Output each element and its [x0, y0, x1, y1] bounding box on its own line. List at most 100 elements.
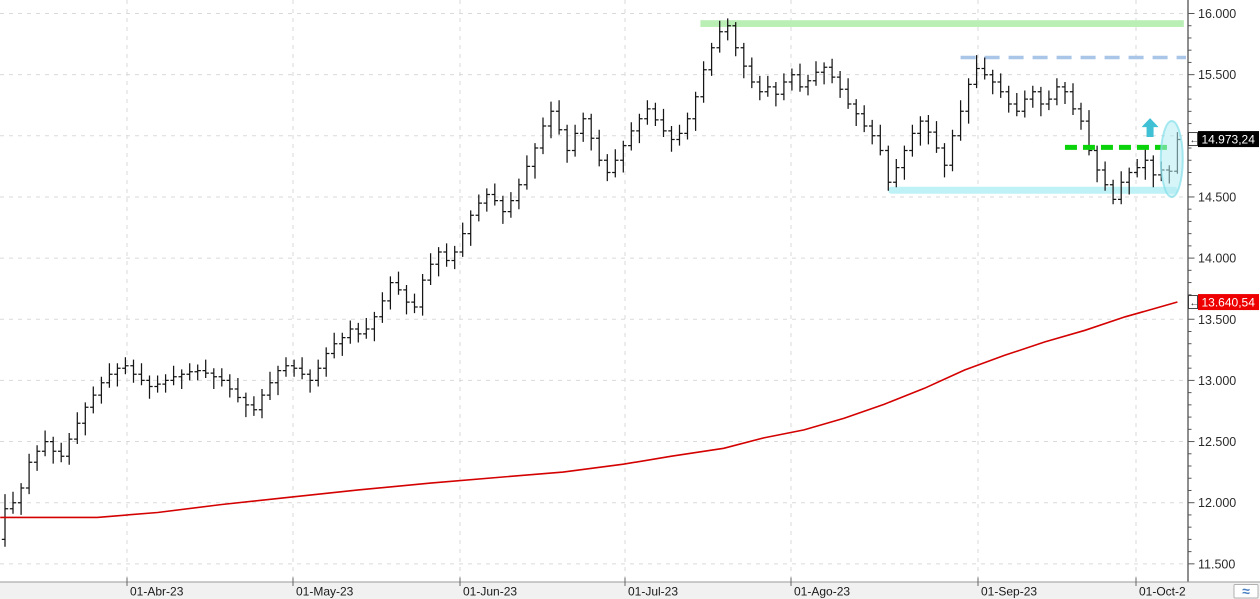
ohlc-bar: [459, 222, 466, 257]
ohlc-bar: [981, 57, 988, 80]
ohlc-bar: [668, 126, 675, 152]
ohlc-bar: [1142, 146, 1149, 180]
ohlc-bar: [965, 78, 972, 124]
ohlc-bar: [523, 155, 531, 190]
ohlc-bar: [957, 100, 964, 141]
ohlc-bar: [676, 124, 683, 146]
ohlc-bar: [403, 285, 410, 315]
ohlc-bar: [853, 99, 860, 126]
ohlc-bar: [298, 357, 306, 380]
ohlc-bar: [1126, 167, 1133, 195]
x-tick-label: 01-Ago-23: [794, 585, 850, 599]
ohlc-bar: [234, 378, 242, 403]
ohlc-bar: [106, 363, 113, 388]
ohlc-bar: [371, 311, 378, 342]
ohlc-bar: [756, 75, 763, 101]
x-tick-label: 01-Oct-2: [1139, 585, 1186, 599]
axis-pointer-icon: [1188, 132, 1198, 147]
ohlc-bar: [17, 483, 25, 515]
ohlc-bar: [1101, 161, 1109, 191]
y-tick-label: 14.000: [1198, 252, 1236, 266]
ohlc-bar: [419, 274, 426, 316]
ohlc-bar: [162, 374, 169, 393]
ohlc-bar: [1029, 85, 1036, 108]
y-tick-label: 13.500: [1198, 313, 1236, 327]
ohlc-bar: [1061, 82, 1069, 104]
ohlc-bar: [146, 375, 153, 399]
moving-average-line: [0, 301, 1178, 519]
ohlc-bar: [692, 91, 699, 131]
ohlc-bar: [339, 332, 346, 356]
ohlc-bar: [194, 364, 201, 381]
ohlc-bar: [1077, 102, 1085, 130]
ohlc-bar: [218, 368, 225, 387]
ohlc-bar: [90, 386, 97, 414]
ohlc-bar: [58, 442, 65, 463]
ohlc-bar: [122, 357, 129, 375]
ohlc-bar: [684, 112, 691, 140]
ohlc-bar: [114, 363, 121, 387]
y-tick-label: 14.500: [1198, 190, 1236, 204]
ohlc-bar: [836, 71, 844, 98]
ma-price-label: 13.640,54: [1202, 296, 1256, 310]
ohlc-bar: [764, 75, 771, 97]
ohlc-bar: [732, 22, 739, 57]
ohlc-bar: [411, 293, 418, 314]
ohlc-bar: [250, 396, 258, 416]
ohlc-bar: [355, 322, 362, 343]
ohlc-bar: [748, 57, 755, 89]
ohlc-bar: [387, 276, 394, 310]
ohlc-bar: [877, 124, 884, 156]
ohlc-bar: [138, 363, 145, 386]
ohlc-bar: [50, 436, 57, 464]
ohlc-bar: [796, 63, 804, 92]
ohlc-bar: [539, 117, 547, 155]
ohlc-bar: [210, 368, 217, 389]
ohlc-bar: [25, 453, 33, 495]
ohlc-bar: [660, 108, 667, 137]
ohlc-bar: [395, 271, 402, 295]
ohlc-bar: [467, 210, 474, 246]
ohlc-bar: [925, 115, 932, 145]
ohlc-bar: [491, 183, 498, 206]
ohlc-bar: [636, 113, 643, 144]
ohlc-bar: [258, 389, 266, 419]
ohlc-bar: [1037, 86, 1045, 117]
ohlc-bar: [893, 159, 900, 188]
ohlc-bar: [844, 78, 852, 109]
ohlc-bar: [941, 143, 948, 178]
y-tick-label: 11.500: [1198, 557, 1235, 571]
ohlc-bar: [427, 253, 434, 285]
ohlc-bar: [620, 140, 627, 173]
ohlc-bar: [588, 113, 595, 151]
waves-icon-button[interactable]: [1233, 584, 1259, 599]
ohlc-bar: [306, 369, 314, 393]
ohlc-bar: [1013, 93, 1020, 117]
y-axis-panel: [1189, 0, 1260, 582]
highlight-ellipse: [1159, 120, 1184, 199]
ohlc-bar: [740, 42, 747, 79]
ohlc-bar: [1, 494, 9, 547]
ohlc-bar: [315, 359, 322, 387]
ohlc-bar: [443, 243, 450, 267]
ohlc-bar: [82, 402, 89, 436]
x-axis-panel: [0, 582, 1260, 599]
ohlc-bar: [515, 178, 523, 210]
ohlc-bar: [98, 376, 105, 404]
ohlc-bar: [435, 247, 442, 277]
x-tick-label: 01-Jul-23: [628, 585, 678, 599]
ohlc-bar: [772, 82, 780, 107]
ohlc-bar: [1005, 85, 1012, 113]
ohlc-bar: [612, 149, 619, 178]
ohlc-bar: [499, 195, 507, 224]
ohlc-bar: [242, 392, 250, 418]
ohlc-bar: [274, 365, 282, 396]
ohlc-bar: [186, 363, 193, 381]
ohlc-bar: [652, 102, 659, 126]
x-tick-label: 01-Sep-23: [981, 585, 1037, 599]
ohlc-bar: [644, 100, 651, 125]
x-tick-label: 01-Abr-23: [130, 585, 184, 599]
